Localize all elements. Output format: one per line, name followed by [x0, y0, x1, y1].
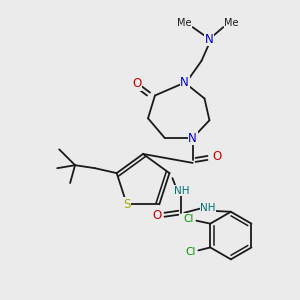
Text: N: N	[180, 76, 189, 89]
Text: S: S	[123, 198, 130, 211]
Text: NH: NH	[200, 203, 216, 213]
Text: NH: NH	[174, 186, 189, 196]
Text: N: N	[188, 132, 197, 145]
Text: Me: Me	[177, 18, 192, 28]
Text: O: O	[133, 77, 142, 90]
Text: Cl: Cl	[183, 214, 194, 224]
Text: O: O	[213, 150, 222, 164]
Text: Me: Me	[224, 18, 238, 28]
Text: Cl: Cl	[185, 248, 196, 257]
Text: O: O	[152, 209, 161, 222]
Text: N: N	[205, 32, 214, 46]
